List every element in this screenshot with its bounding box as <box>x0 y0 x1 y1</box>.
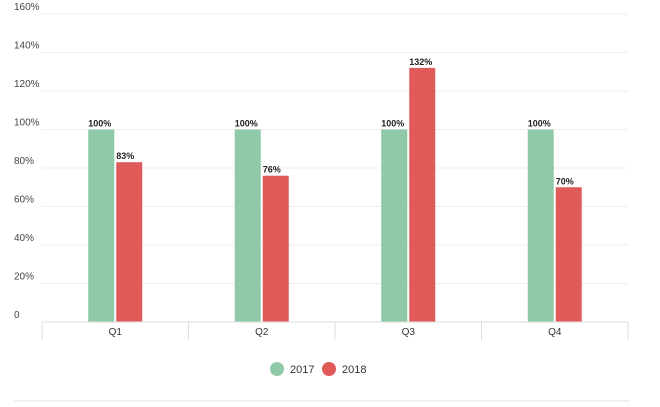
data-labels: 100% 83% 100% 76% 100% 132% 100% 70% <box>88 57 574 186</box>
data-label: 100% <box>88 119 111 129</box>
data-label: 100% <box>235 119 258 129</box>
y-tick-label: 160% <box>14 2 40 13</box>
y-tick-label: 80% <box>14 156 34 167</box>
y-tick-label: 60% <box>14 195 34 206</box>
bar-2018-Q2 <box>262 175 289 322</box>
legend-item-2018: 2018 <box>322 362 366 376</box>
legend-label: 2018 <box>342 364 366 376</box>
legend: 2017 2018 <box>270 362 366 376</box>
data-label: 70% <box>556 176 574 186</box>
bar-2018-Q3 <box>409 67 436 323</box>
bar-2018-Q4 <box>555 187 582 322</box>
x-category-label: Q4 <box>548 327 562 338</box>
y-tick-label: 140% <box>14 41 40 52</box>
x-category-label: Q2 <box>255 327 269 338</box>
bar-2017-Q3 <box>381 129 408 322</box>
legend-swatch <box>322 362 336 376</box>
bar-2017-Q1 <box>88 129 115 322</box>
bars <box>88 67 582 323</box>
y-tick-label: 0 <box>14 310 20 321</box>
bar-2017-Q4 <box>527 129 554 322</box>
data-label: 100% <box>528 119 551 129</box>
data-label: 83% <box>116 151 134 161</box>
y-tick-label: 20% <box>14 272 34 283</box>
x-axis: Q1 Q2 Q3 Q4 <box>41 321 629 340</box>
x-category-label: Q1 <box>109 327 123 338</box>
data-label: 132% <box>409 57 432 67</box>
bar-2018-Q1 <box>116 162 143 322</box>
y-tick-label: 120% <box>14 79 40 90</box>
y-tick-label: 40% <box>14 233 34 244</box>
x-category-label: Q3 <box>402 327 416 338</box>
legend-label: 2017 <box>290 364 314 376</box>
data-label: 76% <box>263 165 281 175</box>
y-axis-tick-labels: 0 20% 40% 60% 80% 100% 120% 140% 160% <box>14 2 40 321</box>
bar-2017-Q2 <box>234 129 261 322</box>
data-label: 100% <box>381 119 404 129</box>
y-tick-label: 100% <box>14 118 40 129</box>
legend-swatch <box>270 362 284 376</box>
legend-item-2017: 2017 <box>270 362 314 376</box>
